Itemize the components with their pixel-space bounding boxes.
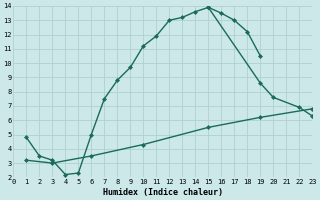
X-axis label: Humidex (Indice chaleur): Humidex (Indice chaleur) bbox=[103, 188, 223, 197]
